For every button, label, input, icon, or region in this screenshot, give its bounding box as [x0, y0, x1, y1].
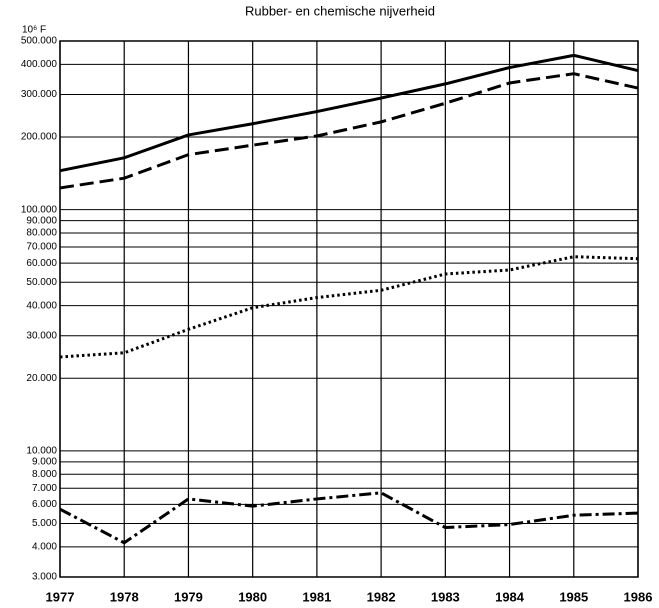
y-tick-label: 3.000 [32, 572, 57, 583]
y-tick-label: 7.000 [32, 483, 57, 494]
y-tick-label: 90.000 [26, 215, 57, 226]
series-line [59, 53, 639, 173]
y-tick-label: 80.000 [26, 228, 57, 239]
series-line [59, 255, 639, 359]
x-tick-label: 1984 [495, 589, 525, 604]
x-tick-label: 1980 [238, 589, 267, 604]
y-tick-label: 9.000 [32, 457, 57, 468]
x-tick-label: 1983 [431, 589, 460, 604]
y-tick-label: 70.000 [26, 242, 57, 253]
x-tick-label: 1977 [46, 589, 75, 604]
x-tick-label: 1986 [624, 589, 653, 604]
x-tick-label: 1981 [302, 589, 331, 604]
series-line [59, 491, 639, 545]
y-tick-label: 4.000 [32, 542, 57, 553]
y-tick-label: 5.000 [32, 518, 57, 529]
y-tick-label: 8.000 [32, 469, 57, 480]
y-tick-label: 40.000 [26, 300, 57, 311]
y-tick-label: 60.000 [26, 258, 57, 269]
y-tick-label: 50.000 [26, 277, 57, 288]
y-tick-label: 400.000 [21, 59, 58, 70]
x-tick-label: 1985 [559, 589, 588, 604]
x-tick-label: 1978 [110, 589, 139, 604]
y-tick-label: 200.000 [21, 132, 58, 143]
y-tick-label: 10.000 [26, 446, 57, 457]
chart-title: Rubber- en chemische nijverheid [245, 3, 435, 18]
y-tick-label: 500.000 [21, 36, 58, 47]
y-axis-label: 10⁶ F [22, 25, 46, 36]
x-tick-label: 1979 [174, 589, 203, 604]
y-tick-label: 30.000 [26, 330, 57, 341]
series-line [59, 72, 639, 190]
y-tick-label: 300.000 [21, 89, 58, 100]
x-tick-label: 1982 [367, 589, 396, 604]
y-tick-label: 6.000 [32, 499, 57, 510]
y-tick-label: 20.000 [26, 373, 57, 384]
plot-frame [59, 40, 639, 578]
y-tick-label: 100.000 [21, 204, 58, 215]
